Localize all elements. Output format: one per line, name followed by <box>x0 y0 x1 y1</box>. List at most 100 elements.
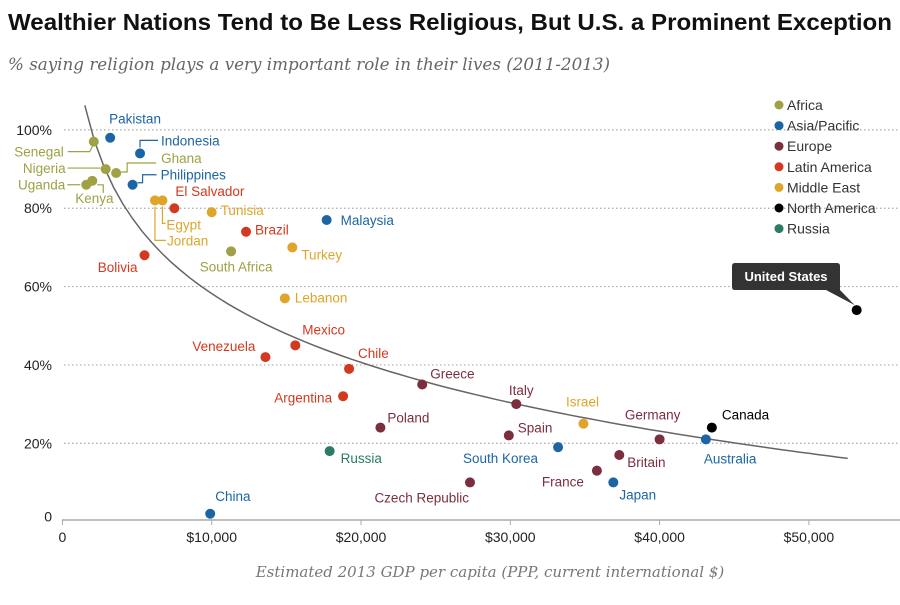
point-spain: Spain <box>503 420 553 441</box>
y-tick-label: 60% <box>24 279 52 295</box>
point-label: El Salvador <box>175 184 245 199</box>
point-label: Pakistan <box>109 112 161 127</box>
point-marker <box>553 442 564 453</box>
trend-curve <box>84 105 848 460</box>
point-italy: Italy <box>509 383 534 410</box>
point-label: Spain <box>518 420 553 435</box>
legend-label: Middle East <box>787 179 860 195</box>
point-marker <box>503 430 514 441</box>
point-marker <box>608 477 619 488</box>
point-malaysia: Malaysia <box>321 213 394 228</box>
point-brazil: Brazil <box>241 223 289 238</box>
legend-item-africa: Africa <box>774 97 823 113</box>
point-marker <box>511 399 522 410</box>
point-marker <box>88 136 99 147</box>
point-marker <box>135 148 146 159</box>
point-label: Israel <box>566 395 599 410</box>
legend-label: Europe <box>787 138 832 154</box>
point-marker <box>87 175 98 186</box>
point-marker <box>287 242 298 253</box>
legend-swatch <box>774 162 784 172</box>
x-tick-label: 0 <box>59 529 67 545</box>
point-marker <box>127 179 138 190</box>
point-label: United States <box>744 269 827 284</box>
x-tick-label: $10,000 <box>186 529 237 545</box>
point-label: Nigeria <box>23 161 66 176</box>
point-label: Bolivia <box>98 260 138 275</box>
point-marker <box>338 391 349 402</box>
legend: Africa Asia/Pacific Europe Latin America Mid… <box>774 97 876 237</box>
point-label: China <box>215 489 251 504</box>
axes: 0 20% 40% 60% 80% 100% 0 $10,000 $20,000 $30,000 $… <box>16 122 900 545</box>
callout-box <box>732 263 855 306</box>
point-marker <box>375 422 386 433</box>
point-label: Chile <box>358 346 389 361</box>
point-chile: Chile <box>344 346 389 374</box>
point-label: Turkey <box>301 247 342 262</box>
y-tick-label: 100% <box>16 122 52 138</box>
point-jordan: Jordan <box>149 195 208 248</box>
point-germany: Germany <box>625 407 681 445</box>
leader-line <box>139 139 159 148</box>
point-philippines: Philippines <box>127 168 226 190</box>
point-nigeria: Nigeria <box>23 161 111 176</box>
point-label: Lebanon <box>295 290 348 305</box>
point-label: Britain <box>627 455 665 470</box>
point-label: Czech Republic <box>374 490 469 505</box>
point-marker <box>290 340 301 351</box>
x-tick-label: $40,000 <box>634 529 685 545</box>
point-israel: Israel <box>566 395 599 429</box>
point-greece: Greece <box>417 367 474 390</box>
point-marker <box>169 203 180 214</box>
y-tick-label: 40% <box>24 357 52 373</box>
point-marker <box>464 477 475 488</box>
chart-title: Wealthier Nations Tend to Be Less Religi… <box>8 9 892 35</box>
point-lebanon: Lebanon <box>279 290 348 305</box>
leader-line <box>161 206 166 225</box>
point-label: Senegal <box>14 145 64 160</box>
point-marker <box>241 226 252 237</box>
legend-label: Asia/Pacific <box>787 118 859 134</box>
point-label: Jordan <box>167 233 208 248</box>
point-marker <box>344 363 355 374</box>
point-marker <box>706 422 717 433</box>
point-label: Egypt <box>166 217 201 232</box>
gridlines <box>64 129 898 444</box>
point-united-states: United States <box>732 263 862 316</box>
point-label: Italy <box>509 383 534 398</box>
point-bolivia: Bolivia <box>98 250 150 275</box>
leader-line <box>121 162 157 173</box>
legend-label: Russia <box>787 221 830 237</box>
point-marker <box>111 167 122 178</box>
point-label: Germany <box>625 407 681 422</box>
point-label: Greece <box>430 367 474 382</box>
point-france: France <box>542 465 602 490</box>
point-marker <box>206 207 217 218</box>
point-marker <box>205 508 216 519</box>
leader-line <box>97 184 104 193</box>
point-marker <box>321 214 332 225</box>
point-label: Australia <box>704 451 757 466</box>
point-label: Poland <box>387 411 429 426</box>
point-canada: Canada <box>706 408 770 433</box>
leader-line <box>154 206 166 242</box>
point-pakistan: Pakistan <box>105 112 161 143</box>
point-label: South Africa <box>200 259 273 274</box>
point-marker <box>157 195 168 206</box>
legend-swatch <box>774 121 784 131</box>
legend-item-north-america: North America <box>774 200 876 216</box>
point-turkey: Turkey <box>287 242 342 262</box>
point-mexico: Mexico <box>290 322 345 351</box>
trendline <box>84 105 848 460</box>
legend-swatch <box>774 224 784 234</box>
point-marker <box>654 434 665 445</box>
point-label: Brazil <box>255 223 289 238</box>
point-label: Canada <box>722 408 770 423</box>
x-tick-label: $30,000 <box>485 529 536 545</box>
legend-swatch <box>774 100 784 110</box>
point-label: Argentina <box>274 390 332 405</box>
point-label: Japan <box>619 487 656 502</box>
leader-line <box>137 174 157 184</box>
point-argentina: Argentina <box>274 390 349 405</box>
